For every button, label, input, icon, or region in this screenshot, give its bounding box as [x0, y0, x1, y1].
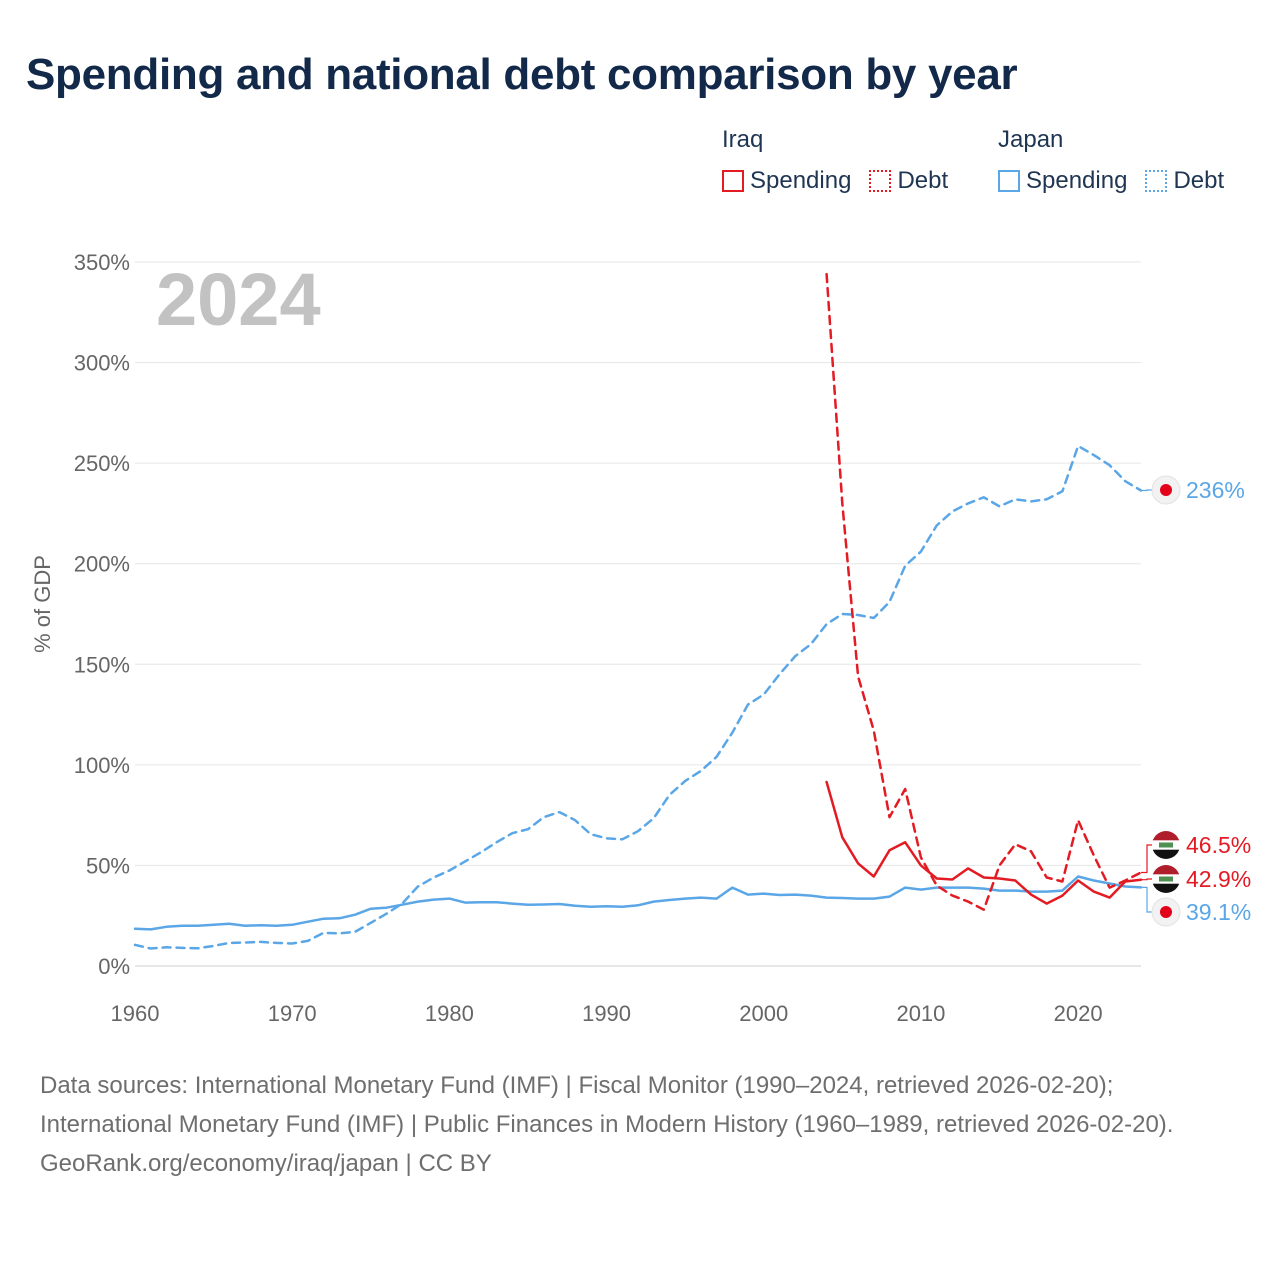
x-tick-label: 2000	[739, 1001, 788, 1026]
series-line-iraq-spending[interactable]	[825, 780, 1143, 905]
legend-country-japan: Japan	[998, 126, 1064, 153]
grid-lines	[135, 261, 1141, 967]
legend-group-japan: Japan Spending Debt	[998, 125, 1242, 195]
y-tick-label: 50%	[86, 853, 130, 878]
y-tick-label: 200%	[74, 552, 130, 577]
legend-swatch-japan-debt	[1145, 170, 1168, 192]
y-tick-label: 100%	[74, 753, 130, 778]
series-line-iraq-debt[interactable]	[825, 272, 1143, 911]
iraq-flag-icon	[1152, 865, 1180, 893]
series-lines	[133, 272, 1143, 950]
legend-label-japan-debt: Debt	[1173, 167, 1225, 194]
year-watermark: 2024	[156, 258, 321, 341]
end-label-value: 46.5%	[1186, 832, 1251, 858]
x-tick-label: 1980	[425, 1001, 474, 1026]
japan-flag-icon	[1151, 475, 1181, 505]
legend-swatch-japan-spending	[998, 170, 1020, 192]
iraq-flag-icon	[1152, 831, 1180, 859]
chart-title: Spending and national debt comparison by…	[26, 50, 1018, 99]
end-labels: 236% 46.5% 42.9% 39.1%	[1141, 475, 1251, 927]
end-label-connector	[1141, 886, 1152, 913]
y-tick-label: 250%	[74, 451, 130, 476]
legend-item-japan-spending[interactable]: Spending	[998, 167, 1127, 195]
y-tick-label: 150%	[74, 652, 130, 677]
x-tick-label: 1970	[268, 1001, 317, 1026]
y-axis-title: % of GDP	[30, 555, 55, 653]
y-tick-label: 350%	[74, 250, 130, 275]
legend-label-iraq-debt: Debt	[897, 167, 949, 194]
legend-label-iraq-spending: Spending	[750, 167, 852, 194]
data-sources: Data sources: International Monetary Fun…	[40, 1072, 1174, 1138]
legend-item-iraq-debt[interactable]: Debt	[869, 167, 948, 195]
end-label-value: 236%	[1186, 477, 1245, 503]
axes: 0% 50% 100% 150% 200% 250% 300% 350% 1960 1970 198…	[74, 250, 1103, 1026]
series-line-japan-debt[interactable]	[133, 444, 1143, 950]
end-label-connector	[1141, 878, 1152, 881]
legend-country-iraq: Iraq	[722, 126, 764, 153]
y-tick-label: 300%	[74, 351, 130, 376]
y-tick-label: 0%	[98, 954, 130, 979]
legend-label-japan-spending: Spending	[1026, 167, 1128, 194]
x-tick-label: 1960	[111, 1001, 160, 1026]
legend-swatch-iraq-debt	[869, 170, 892, 192]
x-tick-label: 1990	[582, 1001, 631, 1026]
footer: Data sources: International Monetary Fun…	[40, 1066, 1240, 1183]
legend-group-iraq: Iraq Spending Debt	[722, 125, 966, 195]
legend-item-iraq-spending[interactable]: Spending	[722, 167, 851, 195]
credit-link[interactable]: GeoRank.org/economy/iraq/japan | CC BY	[40, 1150, 492, 1177]
japan-flag-icon	[1151, 897, 1181, 927]
end-label-connector	[1141, 844, 1152, 874]
x-tick-label: 2020	[1054, 1001, 1103, 1026]
legend-swatch-iraq-spending	[722, 170, 744, 192]
x-tick-label: 2010	[896, 1001, 945, 1026]
legend-item-japan-debt[interactable]: Debt	[1145, 167, 1224, 195]
end-label-value: 42.9%	[1186, 866, 1251, 892]
series-line-japan-spending[interactable]	[133, 875, 1143, 931]
end-label-value: 39.1%	[1186, 899, 1251, 925]
